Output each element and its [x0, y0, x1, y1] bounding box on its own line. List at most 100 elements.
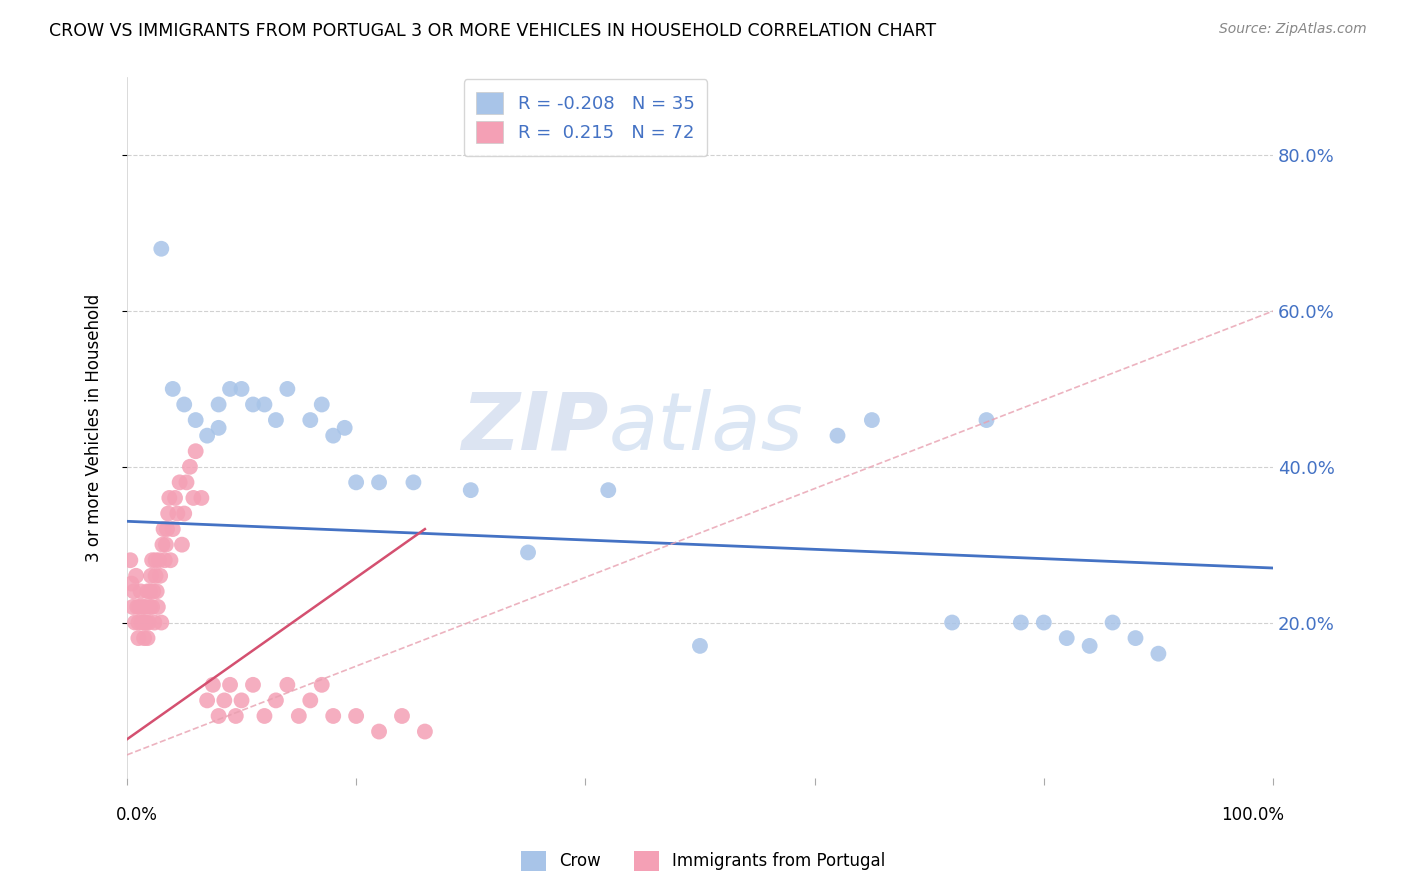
Point	[391, 709, 413, 723]
Point	[129, 584, 152, 599]
Point	[170, 538, 193, 552]
Point	[976, 413, 998, 427]
Point	[368, 475, 391, 490]
Point	[157, 507, 180, 521]
Point	[145, 569, 167, 583]
Point	[150, 242, 173, 256]
Point	[125, 569, 148, 583]
Point	[190, 491, 212, 505]
Point	[1078, 639, 1101, 653]
Point	[1101, 615, 1123, 630]
Point	[149, 569, 172, 583]
Point	[333, 421, 356, 435]
Point	[344, 475, 367, 490]
Point	[121, 599, 143, 614]
Point	[152, 522, 174, 536]
Text: Source: ZipAtlas.com: Source: ZipAtlas.com	[1219, 22, 1367, 37]
Point	[322, 709, 344, 723]
Point	[127, 631, 149, 645]
Point	[156, 522, 179, 536]
Point	[299, 693, 322, 707]
Point	[402, 475, 425, 490]
Point	[860, 413, 883, 427]
Point	[276, 382, 298, 396]
Point	[231, 693, 253, 707]
Point	[169, 475, 191, 490]
Point	[122, 584, 145, 599]
Point	[311, 678, 333, 692]
Point	[139, 584, 162, 599]
Point	[165, 491, 187, 505]
Point	[134, 599, 156, 614]
Point	[288, 709, 311, 723]
Point	[231, 382, 253, 396]
Point	[127, 615, 149, 630]
Point	[138, 615, 160, 630]
Point	[941, 615, 963, 630]
Point	[139, 599, 162, 614]
Point	[276, 678, 298, 692]
Point	[142, 584, 165, 599]
Point	[179, 459, 201, 474]
Point	[173, 397, 195, 411]
Point	[689, 639, 711, 653]
Point	[145, 553, 167, 567]
Point	[1010, 615, 1032, 630]
Point	[132, 615, 155, 630]
Point	[598, 483, 620, 497]
Point	[299, 413, 322, 427]
Point	[195, 693, 218, 707]
Point	[264, 693, 287, 707]
Point	[146, 599, 169, 614]
Point	[152, 538, 174, 552]
Point	[195, 428, 218, 442]
Point	[136, 631, 159, 645]
Text: CROW VS IMMIGRANTS FROM PORTUGAL 3 OR MORE VEHICLES IN HOUSEHOLD CORRELATION CHA: CROW VS IMMIGRANTS FROM PORTUGAL 3 OR MO…	[49, 22, 936, 40]
Point	[184, 413, 207, 427]
Point	[141, 553, 163, 567]
Text: atlas: atlas	[609, 389, 803, 467]
Legend: Crow, Immigrants from Portugal: Crow, Immigrants from Portugal	[512, 842, 894, 880]
Point	[166, 507, 188, 521]
Text: ZIP: ZIP	[461, 389, 609, 467]
Point	[253, 709, 276, 723]
Point	[153, 553, 176, 567]
Point	[162, 522, 184, 536]
Point	[183, 491, 205, 505]
Point	[141, 599, 163, 614]
Point	[120, 553, 142, 567]
Point	[1125, 631, 1147, 645]
Point	[184, 444, 207, 458]
Point	[207, 421, 229, 435]
Point	[136, 584, 159, 599]
Point	[219, 382, 242, 396]
Point	[128, 599, 150, 614]
Legend: R = -0.208   N = 35, R =  0.215   N = 72: R = -0.208 N = 35, R = 0.215 N = 72	[464, 79, 707, 156]
Point	[148, 553, 170, 567]
Point	[517, 545, 540, 559]
Point	[127, 599, 149, 614]
Point	[253, 397, 276, 411]
Point	[827, 428, 849, 442]
Y-axis label: 3 or more Vehicles in Household: 3 or more Vehicles in Household	[86, 293, 103, 562]
Point	[145, 584, 167, 599]
Point	[311, 397, 333, 411]
Point	[150, 615, 173, 630]
Point	[131, 615, 153, 630]
Point	[413, 724, 436, 739]
Point	[1056, 631, 1078, 645]
Point	[368, 724, 391, 739]
Point	[139, 569, 162, 583]
Point	[159, 553, 181, 567]
Point	[201, 678, 224, 692]
Point	[132, 599, 155, 614]
Point	[207, 397, 229, 411]
Point	[322, 428, 344, 442]
Point	[173, 507, 195, 521]
Point	[132, 631, 155, 645]
Point	[162, 382, 184, 396]
Text: 100.0%: 100.0%	[1222, 806, 1285, 824]
Point	[135, 615, 157, 630]
Point	[214, 693, 236, 707]
Point	[219, 678, 242, 692]
